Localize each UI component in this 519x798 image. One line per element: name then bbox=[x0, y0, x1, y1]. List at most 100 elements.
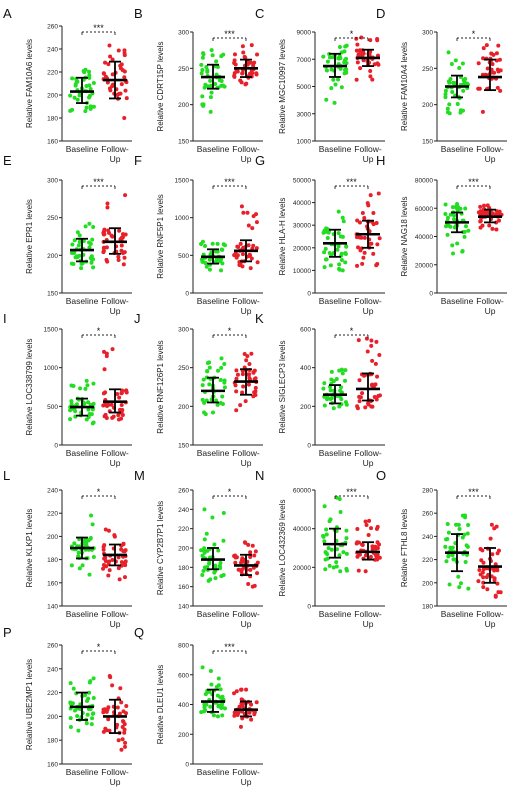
data-point bbox=[443, 88, 448, 93]
data-point bbox=[247, 361, 252, 366]
data-point bbox=[116, 48, 121, 53]
x-tick-label: Baseline bbox=[441, 144, 474, 154]
data-point bbox=[214, 398, 219, 403]
panel-b: B 150 200 250 300 Relative CDRT15P levels Base… bbox=[134, 6, 263, 164]
data-point bbox=[202, 410, 207, 415]
y-tick-label: 220 bbox=[178, 526, 189, 533]
data-point bbox=[103, 726, 108, 731]
data-point bbox=[91, 401, 96, 406]
data-point bbox=[87, 240, 92, 245]
data-point bbox=[87, 73, 92, 78]
y-tick-label: 7000 bbox=[297, 57, 312, 64]
y-tick-label: 40000 bbox=[293, 526, 311, 533]
data-point bbox=[324, 551, 329, 556]
data-point bbox=[446, 50, 451, 55]
y-axis-label: Relative NAG18 levels bbox=[400, 196, 409, 276]
data-point bbox=[455, 241, 460, 246]
x-tick-label: Up bbox=[110, 458, 121, 468]
y-tick-label: 240 bbox=[47, 47, 58, 54]
data-point bbox=[122, 730, 127, 735]
data-point bbox=[119, 547, 124, 552]
panel-label: I bbox=[3, 311, 7, 326]
y-tick-label: 0 bbox=[185, 291, 189, 298]
data-point bbox=[255, 260, 260, 265]
panel-q: Q 0 200 400 600 800 Relative DLEU1 levels Basel… bbox=[134, 625, 263, 787]
data-point bbox=[344, 244, 349, 249]
data-point bbox=[237, 263, 242, 268]
data-point bbox=[248, 266, 253, 271]
x-tick-label: Up bbox=[363, 619, 374, 629]
data-point bbox=[253, 376, 258, 381]
data-point bbox=[204, 398, 209, 403]
data-point bbox=[215, 241, 220, 246]
data-point bbox=[73, 708, 78, 713]
data-point bbox=[119, 235, 124, 240]
data-point bbox=[484, 43, 489, 48]
data-point bbox=[368, 193, 373, 198]
data-point bbox=[234, 368, 239, 373]
data-point bbox=[496, 43, 501, 48]
data-point bbox=[450, 89, 455, 94]
data-point bbox=[252, 583, 257, 588]
data-point bbox=[245, 210, 250, 215]
data-point bbox=[251, 394, 256, 399]
panel-label: M bbox=[134, 468, 145, 483]
data-point bbox=[122, 48, 127, 53]
data-point bbox=[253, 389, 258, 394]
data-point bbox=[207, 382, 212, 387]
data-point bbox=[207, 267, 212, 272]
data-point bbox=[210, 515, 215, 520]
data-point bbox=[462, 229, 467, 234]
data-point bbox=[368, 554, 373, 559]
data-point bbox=[246, 223, 251, 228]
data-point bbox=[116, 566, 121, 571]
y-tick-label: 140 bbox=[47, 604, 58, 611]
data-point bbox=[338, 510, 343, 515]
data-point bbox=[248, 567, 253, 572]
data-point bbox=[250, 226, 255, 231]
data-point bbox=[102, 543, 107, 548]
x-tick-label: Follow- bbox=[232, 144, 260, 154]
data-point bbox=[222, 243, 227, 248]
data-point bbox=[449, 62, 454, 67]
data-point bbox=[498, 590, 503, 595]
x-tick-label: Up bbox=[110, 619, 121, 629]
panel-c: C 1000 3000 5000 7000 9000 Relative MGC10997 l… bbox=[255, 6, 385, 164]
data-point bbox=[322, 381, 327, 386]
data-point bbox=[115, 392, 120, 397]
significance-label: *** bbox=[224, 29, 235, 39]
data-point bbox=[210, 53, 215, 58]
x-tick-label: Follow- bbox=[232, 609, 260, 619]
data-point bbox=[238, 403, 243, 408]
significance-label: *** bbox=[346, 177, 357, 187]
data-point bbox=[207, 257, 212, 262]
data-point bbox=[328, 388, 333, 393]
y-tick-label: 200 bbox=[422, 102, 433, 109]
data-point bbox=[91, 696, 96, 701]
data-point bbox=[354, 36, 359, 41]
data-point bbox=[236, 244, 241, 249]
data-point bbox=[374, 263, 379, 268]
data-point bbox=[476, 61, 481, 66]
data-point bbox=[222, 385, 227, 390]
data-point bbox=[200, 383, 205, 388]
data-point bbox=[325, 397, 330, 402]
data-point bbox=[357, 399, 362, 404]
y-tick-label: 240 bbox=[47, 488, 58, 495]
data-point bbox=[122, 255, 127, 260]
data-point bbox=[90, 716, 95, 721]
y-tick-label: 200 bbox=[422, 580, 433, 587]
data-point bbox=[110, 57, 115, 62]
y-tick-label: 180 bbox=[47, 738, 58, 745]
data-point bbox=[479, 211, 484, 216]
panel-h: H 0 20000 40000 60000 80000 Relative NAG18 lev… bbox=[376, 153, 507, 316]
y-tick-label: 0 bbox=[307, 443, 311, 450]
data-point bbox=[478, 225, 483, 230]
data-point bbox=[232, 58, 237, 63]
y-tick-label: 180 bbox=[422, 604, 433, 611]
x-tick-label: Up bbox=[110, 777, 121, 787]
data-point bbox=[493, 593, 498, 598]
data-point bbox=[123, 740, 128, 745]
data-point bbox=[248, 550, 253, 555]
